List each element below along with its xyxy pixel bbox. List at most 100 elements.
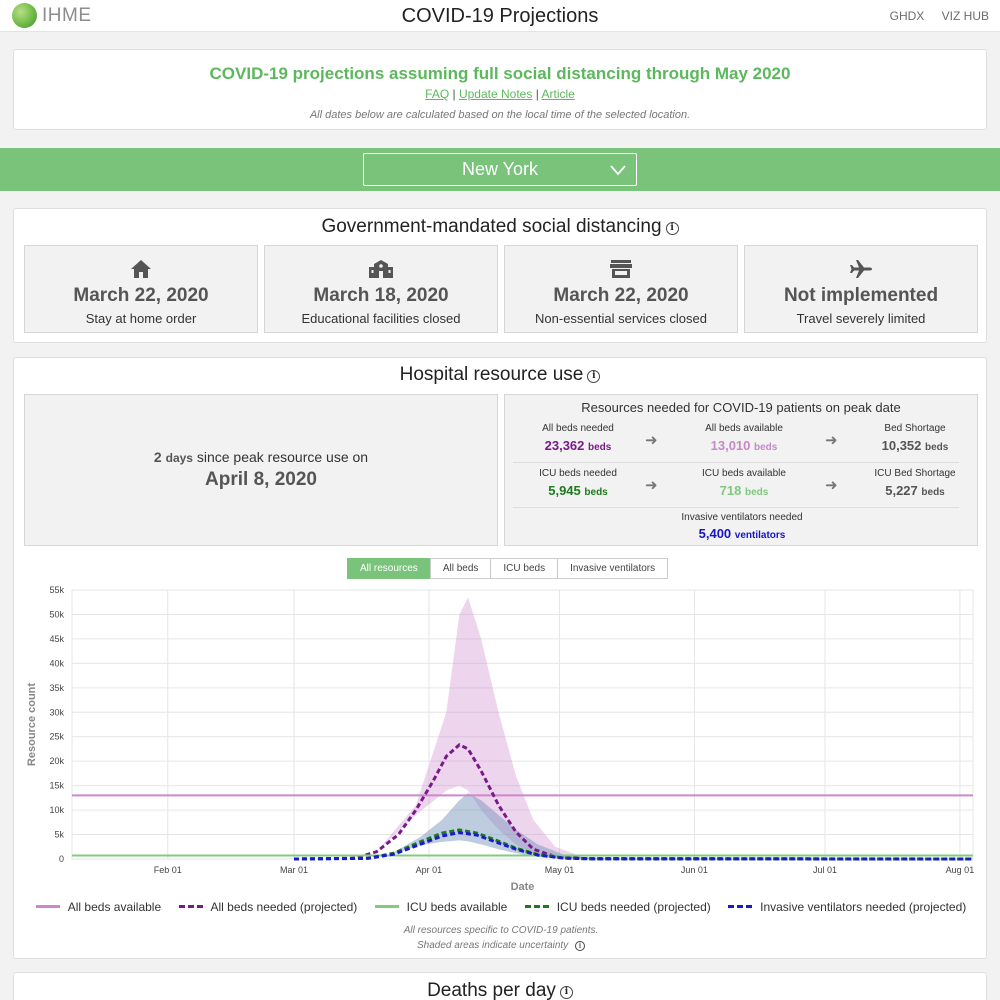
nav-link-viz-hub[interactable]: VIZ HUB [941, 9, 989, 23]
metric-value: 718 beds [679, 483, 809, 498]
legend-swatch [35, 905, 60, 908]
info-icon[interactable]: i [665, 222, 679, 235]
metric-label: ICU Bed Shortage [874, 468, 956, 479]
distancing-item-stay-home: March 22, 2020 Stay at home order [24, 245, 258, 333]
y-tick-label: 10k [49, 805, 64, 815]
peak-since-label: since peak resource use on [196, 449, 369, 465]
legend-swatch [178, 905, 203, 908]
x-tick-label: Aug 01 [946, 865, 975, 875]
y-tick-label: 15k [49, 781, 64, 791]
chart-note-uncertainty-text: Shaded areas indicate uncertainty [417, 940, 569, 951]
social-distancing-title: Government-mandated social distancing i [14, 216, 986, 238]
bed-shortage: Bed Shortage 10,352 beds [850, 423, 980, 453]
intro-title: COVID-19 projections assuming full socia… [209, 64, 791, 83]
distancing-label: Educational facilities closed [301, 311, 461, 326]
y-axis-title: Resource count [26, 683, 38, 766]
metric-unit: beds [588, 442, 612, 453]
legend-item-all-beds-needed[interactable]: All beds needed (projected) [178, 900, 358, 914]
legend-swatch [374, 905, 399, 908]
x-tick-label: Feb 01 [154, 865, 182, 875]
update-notes-link[interactable]: Update Notes [458, 87, 533, 101]
resource-chart: 0 5k 10k 15k 20k 25k 30k 35k 40k 45k 50k 55k Feb 01 M… [26, 585, 975, 893]
resource-tabs: All resources All beds ICU beds Invasive… [347, 558, 669, 579]
distancing-item-schools: March 18, 2020 Educational facilities cl… [264, 245, 498, 333]
metric-number: 5,945 [548, 483, 581, 498]
plane-icon [850, 260, 872, 278]
y-tick-label: 0 [59, 854, 64, 864]
distancing-label: Stay at home order [85, 311, 197, 326]
distancing-label: Non-essential services closed [535, 311, 707, 326]
nav-link-ghdx[interactable]: GHDX [889, 9, 925, 23]
legend-label: All beds available [67, 900, 162, 914]
icu-beds-available: ICU beds available 718 beds [679, 468, 809, 498]
metric-label: ICU beds available [702, 468, 786, 479]
legend-label: ICU beds available [406, 900, 508, 914]
y-tick-label: 30k [49, 707, 64, 717]
distancing-date: March 18, 2020 [313, 285, 449, 306]
y-tick-label: 20k [49, 756, 64, 766]
legend-item-all-beds-available[interactable]: All beds available [35, 900, 162, 914]
metric-number: 718 [719, 483, 742, 498]
metric-number: 5,400 [698, 526, 732, 541]
all-beds-uncertainty-band [376, 597, 608, 859]
faq-link[interactable]: FAQ [425, 87, 450, 101]
intro-card: COVID-19 projections assuming full socia… [13, 49, 987, 130]
tab-icu-beds[interactable]: ICU beds [490, 558, 559, 579]
distancing-date: Not implemented [783, 285, 939, 306]
arrow-right-icon: ➜ [825, 432, 838, 449]
peak-days-count: 2 [153, 449, 162, 465]
y-tick-label: 55k [49, 585, 64, 595]
legend-item-icu-beds-available[interactable]: ICU beds available [374, 900, 508, 914]
article-link[interactable]: Article [541, 87, 575, 101]
legend-label: All beds needed (projected) [210, 900, 358, 914]
intro-note: All dates below are calculated based on … [309, 109, 691, 121]
ventilators-needed-line [293, 831, 974, 861]
legend-label: ICU beds needed (projected) [556, 900, 711, 914]
legend-label: Invasive ventilators needed (projected) [760, 900, 967, 914]
chart-note-uncertainty: Shaded areas indicate uncertainty i [14, 940, 988, 951]
y-tick-label: 35k [49, 683, 64, 693]
metric-label: All beds available [705, 423, 783, 434]
distancing-item-travel: Not implemented Travel severely limited [744, 245, 978, 333]
x-tick-label: Jul 01 [813, 865, 837, 875]
social-distancing-card: Government-mandated social distancing i M… [13, 208, 987, 343]
distancing-date: March 22, 2020 [553, 285, 689, 306]
deaths-card: Deaths per day i [13, 972, 987, 1000]
school-icon [369, 260, 393, 278]
x-tick-label: Jun 01 [681, 865, 708, 875]
tab-all-beds[interactable]: All beds [429, 558, 492, 579]
metric-number: 23,362 [544, 438, 585, 453]
icu-beds-uncertainty-band [394, 792, 590, 859]
metric-value: 13,010 beds [679, 438, 809, 453]
metric-value: 5,227 beds [850, 483, 980, 498]
x-tick-label: Mar 01 [280, 865, 308, 875]
info-icon[interactable]: i [559, 986, 573, 999]
legend-item-ventilators-needed[interactable]: Invasive ventilators needed (projected) [728, 900, 966, 914]
location-band: New York [0, 148, 1000, 191]
metric-number: 5,227 [885, 483, 918, 498]
hospital-resource-title: Hospital resource use i [14, 364, 986, 386]
peak-summary: 2 days since peak resource use on April … [24, 394, 498, 546]
icu-beds-row: ICU beds needed 5,945 beds ➜ ICU beds av… [513, 462, 959, 508]
deaths-title: Deaths per day i [14, 980, 986, 1000]
all-beds-needed: All beds needed 23,362 beds [513, 423, 643, 453]
icu-bed-shortage: ICU Bed Shortage 5,227 beds [850, 468, 980, 498]
arrow-right-icon: ➜ [645, 432, 658, 449]
social-distancing-title-text: Government-mandated social distancing [321, 216, 662, 237]
legend-swatch [728, 905, 753, 908]
metric-label: All beds needed [542, 423, 614, 434]
all-beds-needed-line [293, 743, 974, 861]
x-axis-title: Date [511, 881, 535, 893]
all-beds-row: All beds needed 23,362 beds ➜ All beds a… [513, 417, 959, 463]
x-tick-label: May 01 [545, 865, 575, 875]
info-icon[interactable]: i [587, 370, 601, 383]
legend-item-icu-beds-needed[interactable]: ICU beds needed (projected) [524, 900, 711, 914]
peak-since-text: 2 days since peak resource use on [25, 449, 497, 465]
metric-value: 5,945 beds [513, 483, 643, 498]
tab-invasive-ventilators[interactable]: Invasive ventilators [557, 558, 669, 579]
tab-all-resources[interactable]: All resources [347, 558, 431, 579]
ihme-logo[interactable]: IHME [12, 3, 92, 28]
info-icon[interactable]: i [575, 941, 585, 951]
metric-unit: ventilators [734, 530, 786, 541]
location-select[interactable]: New York [363, 153, 637, 186]
